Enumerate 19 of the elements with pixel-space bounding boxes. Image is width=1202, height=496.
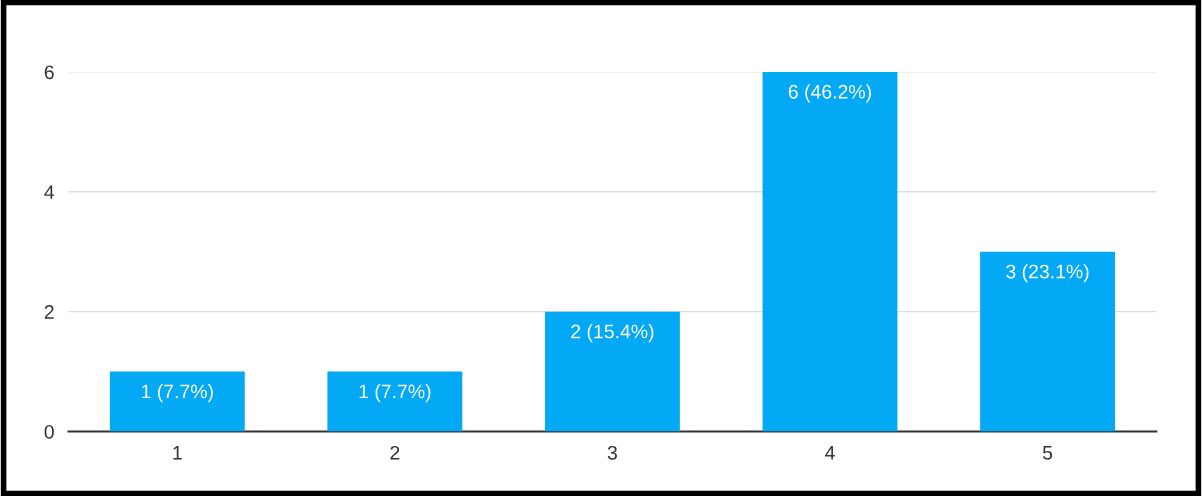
x-tick-label: 1 — [173, 446, 182, 460]
x-tick-label: 5 — [1042, 446, 1053, 460]
y-tick-label: 0 — [44, 424, 54, 439]
x-tick-label: 3 — [607, 445, 617, 460]
data-label: 1 (7.7%) — [142, 384, 213, 403]
data-label: 6 (46.2%) — [788, 84, 871, 103]
bar — [762, 71, 898, 432]
data-label: 1 (7.7%) — [359, 384, 431, 403]
y-tick-label: 6 — [44, 65, 54, 80]
bar — [980, 251, 1115, 432]
data-label: 3 (23.1%) — [1006, 264, 1089, 283]
x-tick-label: 2 — [390, 445, 400, 460]
bar — [109, 371, 245, 432]
y-tick-label: 4 — [44, 185, 55, 199]
x-tick-label: 4 — [825, 446, 835, 460]
data-label: 2 (15.4%) — [571, 324, 654, 343]
y-tick-label: 2 — [44, 305, 54, 319]
bar — [544, 311, 680, 432]
bar — [327, 371, 463, 432]
